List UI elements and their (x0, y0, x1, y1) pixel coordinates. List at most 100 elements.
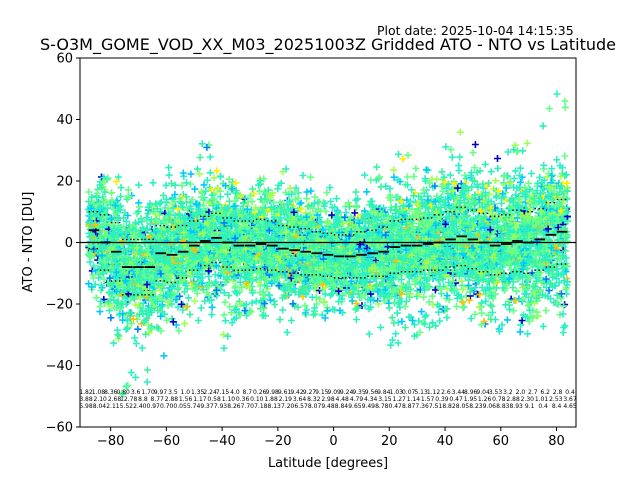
data-point (115, 332, 123, 340)
data-point (161, 310, 169, 318)
data-point (117, 193, 125, 200)
data-point (146, 324, 154, 332)
data-point (127, 320, 135, 328)
data-point (142, 289, 150, 297)
data-point (97, 298, 105, 305)
data-point (110, 339, 117, 347)
data-point (137, 215, 145, 223)
data-point (130, 229, 138, 237)
data-point (100, 178, 108, 186)
data-point (108, 196, 116, 204)
data-point (85, 280, 93, 288)
data-point (144, 246, 152, 254)
data-point (147, 255, 154, 263)
data-point (132, 373, 140, 381)
data-point (149, 179, 157, 187)
data-point (154, 298, 161, 306)
data-point (136, 203, 143, 211)
data-point (101, 266, 109, 274)
data-point (120, 214, 128, 222)
data-point (135, 218, 143, 226)
data-point (124, 212, 132, 219)
data-point (151, 281, 159, 289)
data-point (153, 261, 161, 268)
data-point (148, 237, 156, 245)
data-point (143, 314, 151, 322)
data-point (96, 204, 104, 212)
data-point (124, 324, 131, 332)
data-point (119, 282, 127, 290)
data-point (143, 378, 151, 386)
data-point (115, 173, 122, 181)
data-point (136, 270, 144, 278)
data-point (107, 244, 115, 252)
data-point (144, 203, 152, 211)
data-point (127, 369, 135, 377)
data-point (96, 228, 104, 236)
data-point (92, 294, 100, 302)
data-point (146, 262, 154, 270)
data-point (113, 178, 120, 186)
data-point (120, 248, 128, 255)
data-point (156, 200, 164, 207)
data-point (135, 181, 143, 189)
data-point (135, 302, 143, 310)
data-point (88, 193, 96, 201)
data-point (142, 307, 150, 315)
data-point (142, 226, 150, 234)
data-point (126, 309, 133, 316)
data-point (124, 193, 132, 201)
data-point (132, 340, 140, 347)
data-point (162, 181, 170, 189)
data-point (154, 307, 162, 315)
data-point (122, 325, 130, 333)
data-points (84, 90, 572, 398)
data-point (92, 221, 99, 229)
data-point (110, 296, 118, 304)
data-point (134, 325, 142, 333)
data-point (108, 189, 115, 197)
data-point (146, 274, 154, 282)
data-point (112, 200, 120, 208)
data-point (98, 244, 106, 252)
data-point (118, 389, 126, 397)
data-point (98, 263, 105, 271)
data-point (101, 220, 109, 228)
data-point (141, 239, 149, 247)
data-point (144, 366, 151, 374)
data-point (143, 214, 151, 222)
data-point (101, 300, 109, 308)
data-point (123, 229, 130, 237)
data-point (114, 263, 122, 271)
data-point (91, 281, 99, 289)
data-point (87, 212, 95, 220)
data-point (117, 184, 125, 192)
data-point (103, 204, 111, 212)
data-point (125, 284, 133, 292)
data-point (145, 329, 153, 337)
data-point (115, 233, 122, 241)
data-point (119, 316, 127, 324)
data-point (108, 290, 116, 298)
data-point (138, 344, 146, 352)
data-point (101, 188, 109, 196)
data-point (122, 277, 130, 285)
data-point (86, 220, 94, 227)
data-point (136, 247, 144, 255)
data-point (120, 222, 128, 230)
data-point (131, 334, 139, 342)
data-point (107, 314, 115, 322)
data-point (147, 297, 155, 305)
data-point (124, 256, 132, 264)
data-point (157, 327, 165, 335)
data-point (101, 259, 109, 267)
data-point (98, 252, 106, 260)
data-point (111, 201, 119, 209)
data-point (142, 330, 150, 338)
data-point (119, 390, 127, 398)
data-point (134, 208, 142, 216)
data-point (148, 304, 156, 312)
data-point (110, 304, 118, 312)
data-point (107, 280, 115, 288)
data-point (106, 274, 114, 282)
